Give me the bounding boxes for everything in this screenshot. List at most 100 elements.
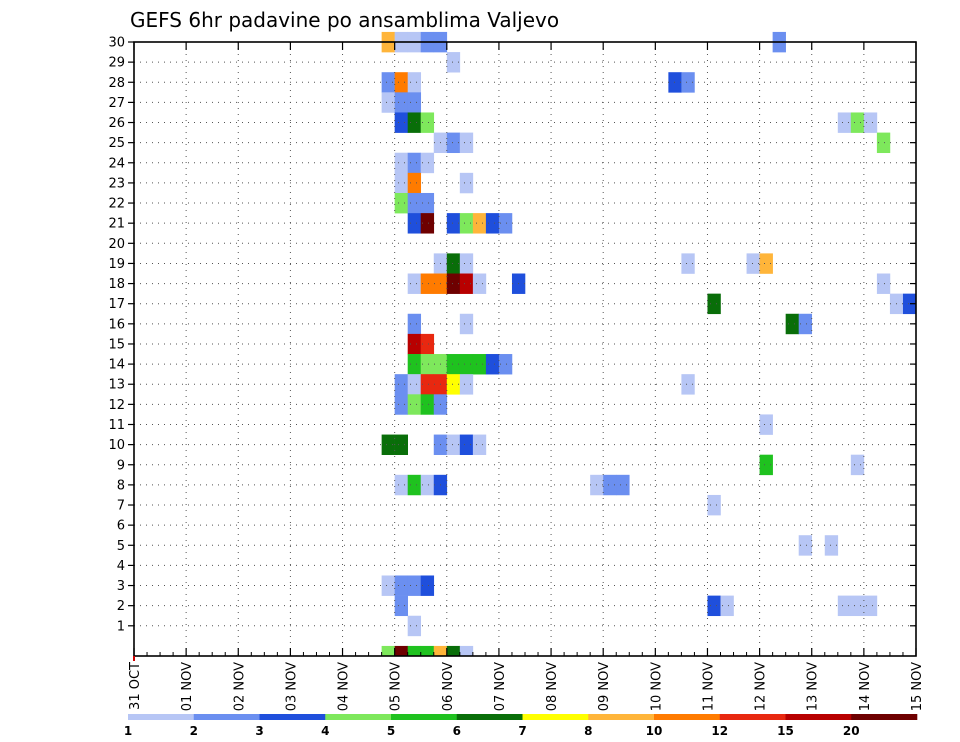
heatmap-cell <box>420 192 435 214</box>
heatmap-cell <box>459 172 474 194</box>
heatmap-cell <box>681 374 695 395</box>
colorbar: 1 2 3 4 5 6 7 8 10 12 15 20 <box>124 714 918 738</box>
heatmap-cell <box>407 72 422 93</box>
heatmap-cell <box>472 273 487 294</box>
y-tick-label: 18 <box>108 277 125 292</box>
heatmap-cell <box>420 645 435 657</box>
heatmap-cell <box>707 595 721 617</box>
y-tick-label: 11 <box>108 418 125 433</box>
y-tick-label: 10 <box>108 438 125 453</box>
heatmap-cell <box>381 434 395 455</box>
colorbar-label: 1 <box>124 724 132 738</box>
colorbar-label: 5 <box>387 724 395 738</box>
heatmap-cell <box>446 354 461 375</box>
colorbar-swatch <box>128 714 195 720</box>
colorbar-label: 2 <box>190 724 198 738</box>
heatmap-cell <box>420 273 435 294</box>
heatmap-cell <box>616 474 630 496</box>
heatmap-cell <box>798 535 813 556</box>
heatmap-cell <box>446 434 461 455</box>
heatmap-cell <box>759 253 773 274</box>
heatmap-cell <box>850 595 865 617</box>
x-tick-label: 02 NOV <box>232 662 247 711</box>
heatmap-cell <box>459 253 474 274</box>
heatmap-cell <box>707 494 721 516</box>
heatmap-cell <box>420 112 435 133</box>
colorbar-label: 7 <box>518 724 526 738</box>
heatmap-cell <box>394 394 408 415</box>
x-tick-label: 10 NOV <box>649 662 664 711</box>
colorbar-swatch <box>654 714 721 720</box>
heatmap-cell <box>459 273 474 294</box>
heatmap-cell <box>498 354 513 375</box>
heatmap-cell <box>720 595 734 617</box>
colorbar-label: 8 <box>584 724 592 738</box>
heatmap-cell <box>420 333 435 355</box>
y-tick-label: 3 <box>117 579 125 594</box>
x-tick-label: 05 NOV <box>389 662 404 711</box>
x-tick-label: 06 NOV <box>441 662 456 711</box>
y-tick-label: 14 <box>108 358 125 373</box>
heatmap-cell <box>420 354 435 375</box>
heatmap-cell <box>394 575 408 596</box>
heatmap-cell <box>472 354 487 375</box>
colorbar-label: 20 <box>843 724 860 738</box>
heatmap-cell <box>394 645 408 657</box>
colorbar-label: 12 <box>711 724 728 738</box>
y-tick-label: 5 <box>117 539 125 554</box>
y-tick-label: 30 <box>108 36 125 51</box>
colorbar-swatch <box>391 714 458 720</box>
heatmap-cell <box>394 92 408 113</box>
heatmap-cell <box>394 72 408 93</box>
heatmap-cell <box>459 313 474 335</box>
colorbar-swatch <box>193 714 260 720</box>
heatmap-cell <box>850 112 865 133</box>
y-tick-label: 22 <box>108 197 125 212</box>
heatmap-cell <box>603 474 617 496</box>
y-tick-label: 21 <box>108 217 125 232</box>
heatmap-cell <box>459 645 474 657</box>
colorbar-label: 6 <box>453 724 461 738</box>
y-tick-label: 13 <box>108 378 125 393</box>
x-tick-label: 31 OCT <box>128 662 143 710</box>
heatmap-cell <box>407 645 422 657</box>
heatmap-cell <box>472 434 487 455</box>
heatmap-cell <box>446 645 461 657</box>
heatmap-cell <box>446 273 461 294</box>
y-tick-label: 19 <box>108 257 125 272</box>
heatmap-cell <box>420 374 435 395</box>
colorbar-label: 3 <box>255 724 263 738</box>
heatmap-cell <box>407 92 422 113</box>
heatmap-cell <box>420 575 435 596</box>
heatmap-cell <box>681 253 695 274</box>
heatmap-cell <box>394 595 408 617</box>
chart-title: GEFS 6hr padavine po ansamblima Valjevo <box>130 8 559 32</box>
y-tick-label: 25 <box>108 136 125 151</box>
y-tick-label: 26 <box>108 116 125 131</box>
colorbar-label: 15 <box>777 724 794 738</box>
heatmap-cell <box>394 474 408 496</box>
heatmap-cell <box>381 645 395 657</box>
heatmap-cell <box>459 434 474 455</box>
heatmap-cell <box>459 132 474 154</box>
x-tick-label: 04 NOV <box>337 662 352 711</box>
heatmap-cells <box>381 31 917 657</box>
heatmap-cell <box>381 72 395 93</box>
heatmap-cell <box>707 293 721 315</box>
colorbar-swatch <box>851 714 918 720</box>
heatmap-cell <box>446 52 461 73</box>
heatmap-cell <box>485 213 500 234</box>
colorbar-swatch <box>719 714 786 720</box>
x-tick-label: 09 NOV <box>597 662 612 711</box>
x-tick-label: 03 NOV <box>284 662 299 711</box>
colorbar-swatch <box>588 714 655 720</box>
heatmap-cell <box>876 273 891 294</box>
y-tick-label: 6 <box>117 519 125 534</box>
heatmap-cell <box>407 213 422 234</box>
heatmap-cell <box>420 152 435 174</box>
heatmap-cell <box>850 454 865 476</box>
heatmap-cell <box>785 313 799 335</box>
x-tick-label: 12 NOV <box>754 662 769 711</box>
y-tick-label: 12 <box>108 398 125 413</box>
